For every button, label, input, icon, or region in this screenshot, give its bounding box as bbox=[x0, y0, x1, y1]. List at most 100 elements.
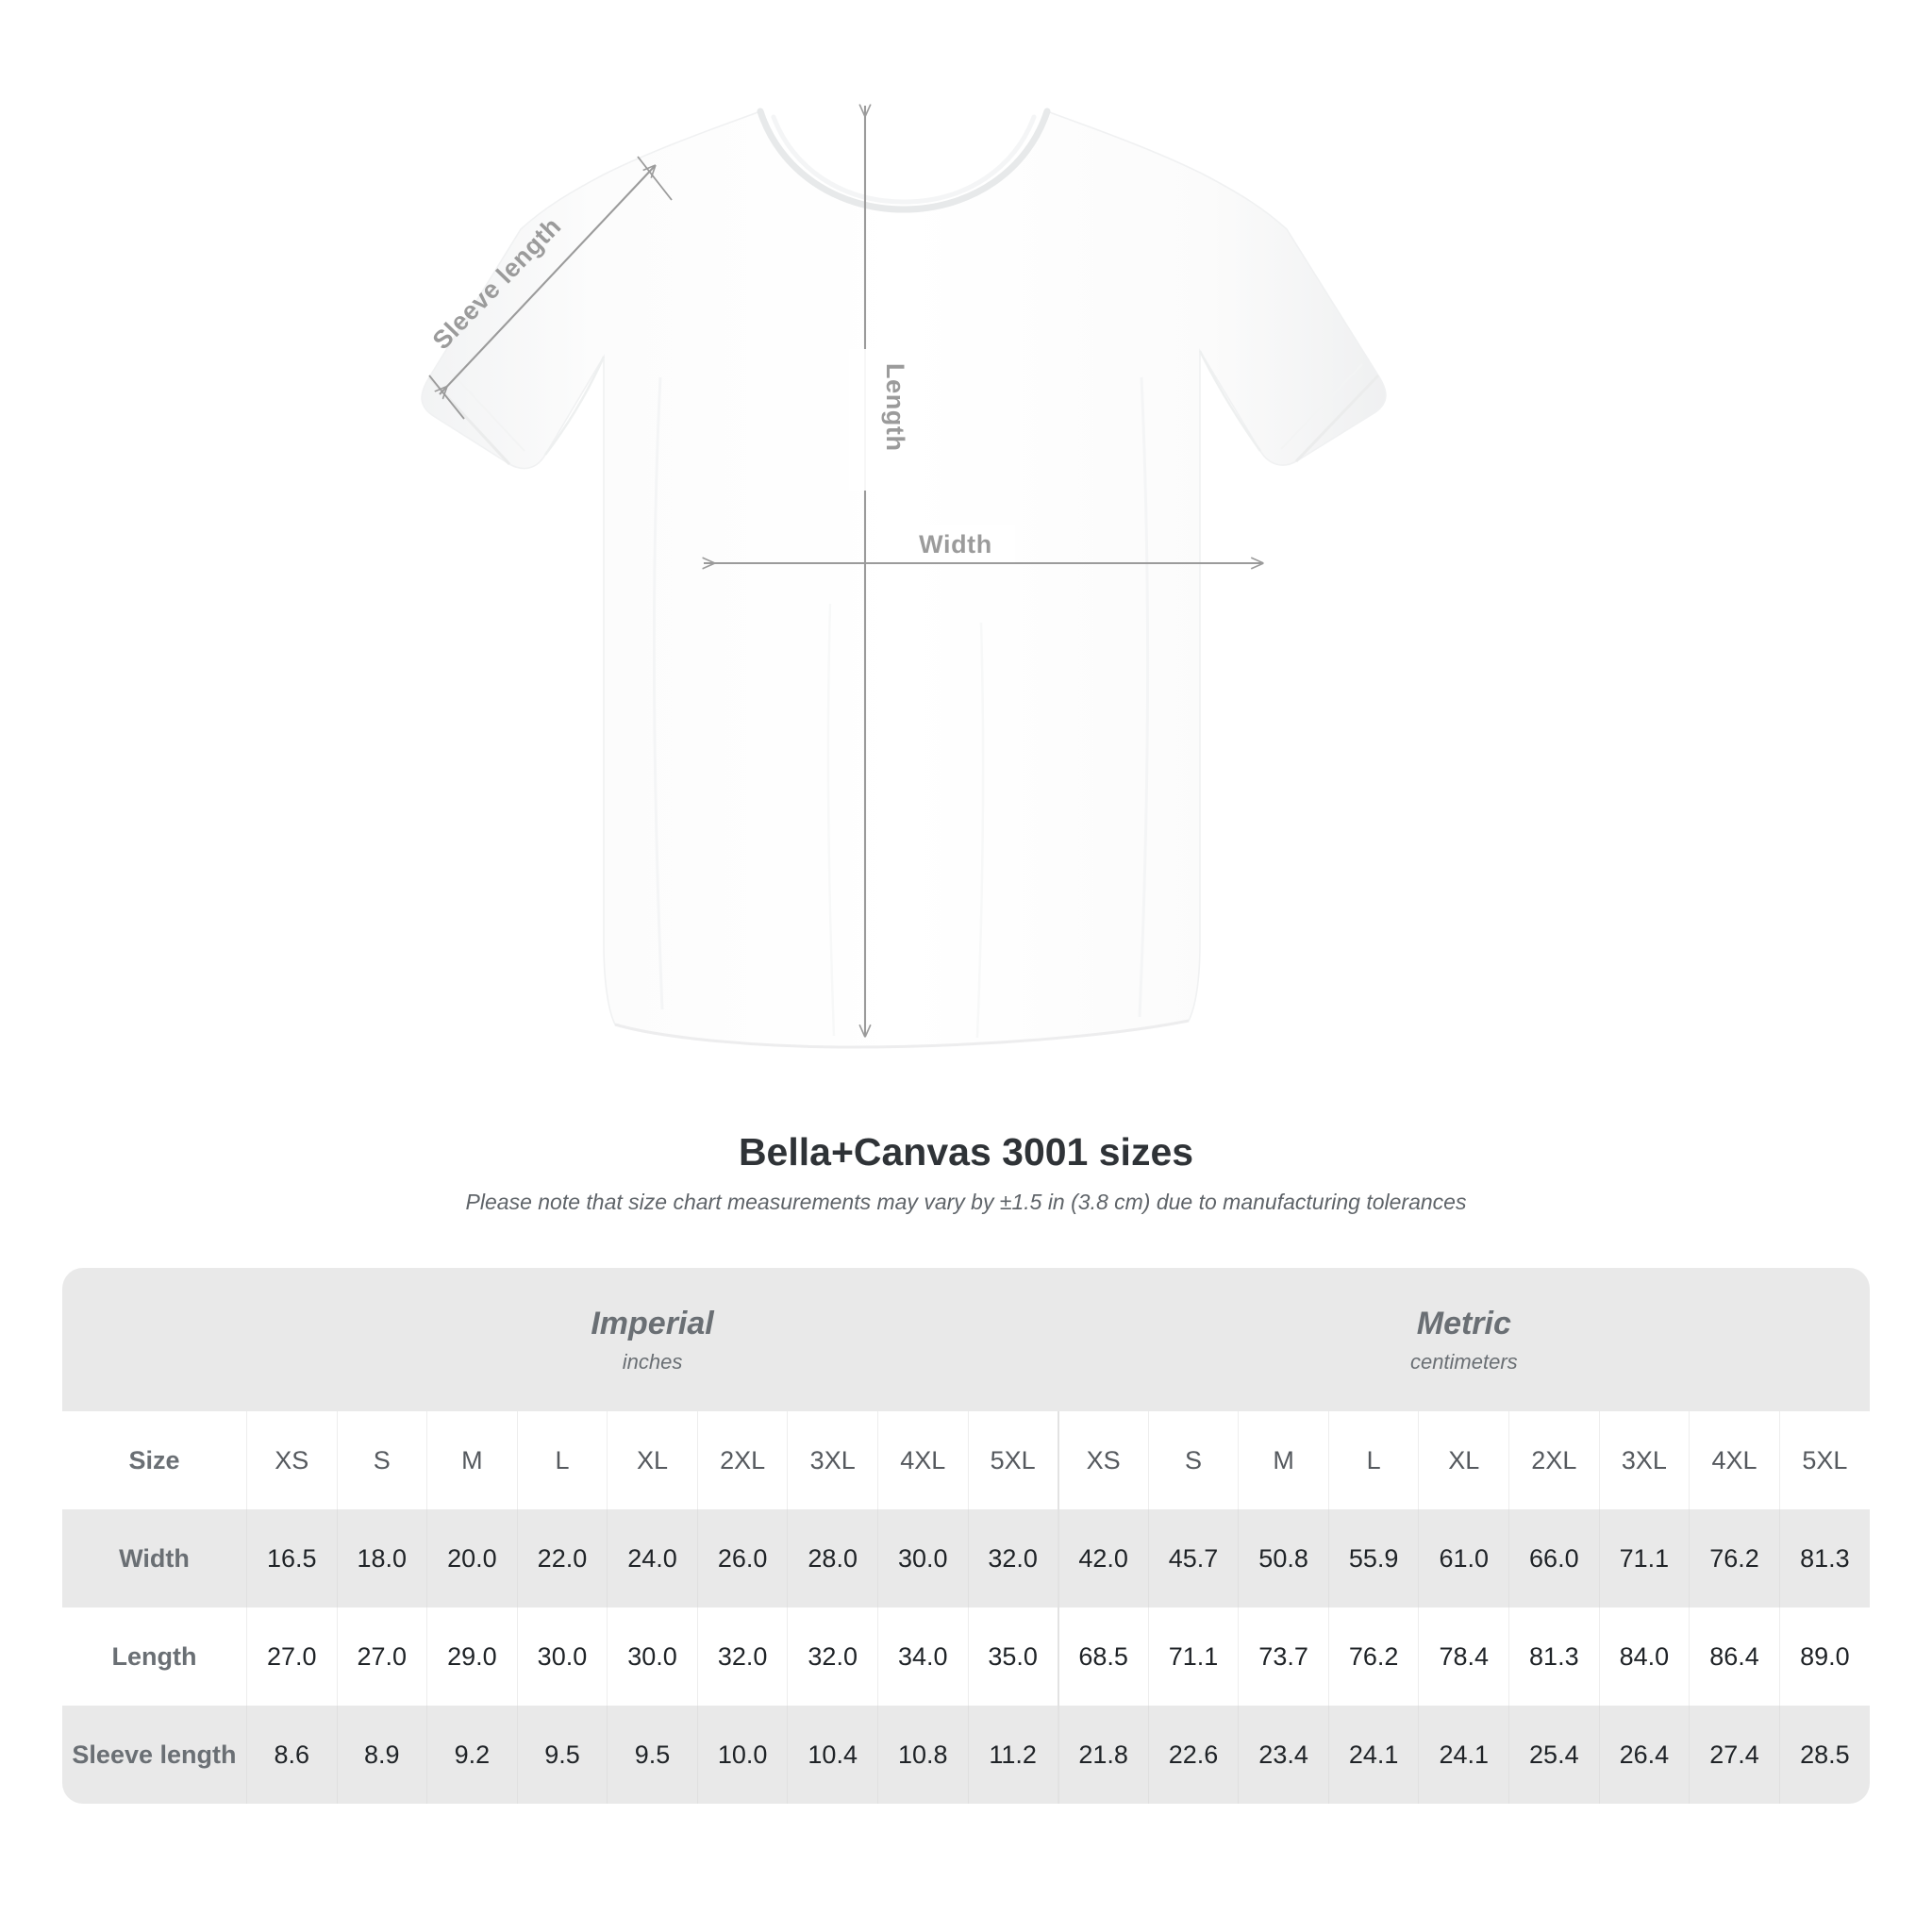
cell-sleeve-length-metric-4xl: 27.4 bbox=[1689, 1706, 1780, 1804]
tolerance-note: Please note that size chart measurements… bbox=[465, 1190, 1467, 1215]
cell-length-imperial-m: 29.0 bbox=[426, 1607, 518, 1706]
cell-width-metric-l: 55.9 bbox=[1328, 1509, 1420, 1607]
unit-header-spacer bbox=[62, 1268, 247, 1411]
cell-width-metric-xs: 42.0 bbox=[1058, 1509, 1149, 1607]
cell-sleeve-length-imperial-l: 9.5 bbox=[517, 1706, 608, 1804]
size-col-header-imperial-m: M bbox=[426, 1411, 518, 1509]
length-dimension: Length bbox=[849, 106, 909, 1036]
cell-width-imperial-xl: 24.0 bbox=[607, 1509, 698, 1607]
cell-sleeve-length-imperial-xl: 9.5 bbox=[607, 1706, 698, 1804]
unit-header-row: Imperial inches Metric centimeters bbox=[62, 1268, 1870, 1411]
size-col-header-metric-s: S bbox=[1148, 1411, 1240, 1509]
cell-width-imperial-s: 18.0 bbox=[337, 1509, 428, 1607]
cell-width-metric-m: 50.8 bbox=[1238, 1509, 1329, 1607]
cell-width-metric-3xl: 71.1 bbox=[1599, 1509, 1690, 1607]
unit-subtitle: centimeters bbox=[1409, 1350, 1518, 1374]
cell-sleeve-length-metric-xl: 24.1 bbox=[1418, 1706, 1510, 1804]
page-title: Bella+Canvas 3001 sizes bbox=[738, 1130, 1194, 1174]
row-label-width: Width bbox=[62, 1509, 247, 1607]
cell-length-metric-4xl: 86.4 bbox=[1689, 1607, 1780, 1706]
size-col-header-imperial-xl: XL bbox=[607, 1411, 698, 1509]
cell-sleeve-length-metric-xs: 21.8 bbox=[1058, 1706, 1149, 1804]
table-row: Width 16.5 18.0 20.0 22.0 24.0 26.0 28.0 30.0 32.… bbox=[62, 1509, 1870, 1607]
cell-sleeve-length-imperial-m: 9.2 bbox=[426, 1706, 518, 1804]
unit-subtitle: inches bbox=[622, 1350, 683, 1374]
tshirt-garment bbox=[421, 108, 1387, 1049]
size-col-header-imperial-l: L bbox=[517, 1411, 608, 1509]
cell-sleeve-length-metric-l: 24.1 bbox=[1328, 1706, 1420, 1804]
tshirt-measurement-diagram: Length Width Sleeve length bbox=[421, 0, 1387, 1049]
size-col-header-metric-xl: XL bbox=[1418, 1411, 1510, 1509]
cell-sleeve-length-imperial-3xl: 10.4 bbox=[787, 1706, 878, 1804]
row-label-sleeve-length: Sleeve length bbox=[62, 1706, 247, 1804]
cell-sleeve-length-imperial-xs: 8.6 bbox=[246, 1706, 338, 1804]
cell-sleeve-length-metric-m: 23.4 bbox=[1238, 1706, 1329, 1804]
unit-header-metric: Metric centimeters bbox=[1058, 1268, 1870, 1411]
cell-sleeve-length-metric-s: 22.6 bbox=[1148, 1706, 1240, 1804]
cell-length-metric-5xl: 89.0 bbox=[1779, 1607, 1870, 1706]
cell-width-metric-5xl: 81.3 bbox=[1779, 1509, 1870, 1607]
cell-sleeve-length-imperial-s: 8.9 bbox=[337, 1706, 428, 1804]
cell-length-metric-xl: 78.4 bbox=[1418, 1607, 1510, 1706]
length-label: Length bbox=[881, 363, 909, 452]
cell-length-metric-s: 71.1 bbox=[1148, 1607, 1240, 1706]
cell-width-metric-2xl: 66.0 bbox=[1508, 1509, 1600, 1607]
cell-width-metric-4xl: 76.2 bbox=[1689, 1509, 1780, 1607]
cell-width-metric-xl: 61.0 bbox=[1418, 1509, 1510, 1607]
size-col-header-metric-2xl: 2XL bbox=[1508, 1411, 1600, 1509]
cell-length-metric-m: 73.7 bbox=[1238, 1607, 1329, 1706]
cell-width-metric-s: 45.7 bbox=[1148, 1509, 1240, 1607]
cell-length-metric-xs: 68.5 bbox=[1058, 1607, 1149, 1706]
cell-sleeve-length-imperial-5xl: 11.2 bbox=[968, 1706, 1059, 1804]
width-dimension: Width bbox=[704, 525, 1262, 563]
cell-length-imperial-2xl: 32.0 bbox=[697, 1607, 789, 1706]
cell-length-metric-3xl: 84.0 bbox=[1599, 1607, 1690, 1706]
cell-length-imperial-xl: 30.0 bbox=[607, 1607, 698, 1706]
unit-name: Metric bbox=[1416, 1305, 1511, 1341]
cell-sleeve-length-imperial-4xl: 10.8 bbox=[877, 1706, 969, 1804]
cell-sleeve-length-metric-5xl: 28.5 bbox=[1779, 1706, 1870, 1804]
size-col-header-metric-3xl: 3XL bbox=[1599, 1411, 1690, 1509]
size-col-header-imperial-2xl: 2XL bbox=[697, 1411, 789, 1509]
cell-length-metric-l: 76.2 bbox=[1328, 1607, 1420, 1706]
size-col-header-metric-l: L bbox=[1328, 1411, 1420, 1509]
size-col-header-metric-5xl: 5XL bbox=[1779, 1411, 1870, 1509]
cell-width-imperial-l: 22.0 bbox=[517, 1509, 608, 1607]
size-col-header-metric-4xl: 4XL bbox=[1689, 1411, 1780, 1509]
size-table: Imperial inches Metric centimeters Size XS S M L… bbox=[62, 1268, 1870, 1804]
size-header-label: Size bbox=[62, 1411, 247, 1509]
row-label-length: Length bbox=[62, 1607, 247, 1706]
cell-length-metric-2xl: 81.3 bbox=[1508, 1607, 1600, 1706]
cell-length-imperial-l: 30.0 bbox=[517, 1607, 608, 1706]
size-col-header-metric-xs: XS bbox=[1058, 1411, 1149, 1509]
size-col-header-imperial-4xl: 4XL bbox=[877, 1411, 969, 1509]
cell-sleeve-length-metric-2xl: 25.4 bbox=[1508, 1706, 1600, 1804]
chart-heading: Bella+Canvas 3001 sizes Please note that… bbox=[0, 1130, 1932, 1215]
cell-width-imperial-xs: 16.5 bbox=[246, 1509, 338, 1607]
size-col-header-imperial-xs: XS bbox=[246, 1411, 338, 1509]
unit-name: Imperial bbox=[591, 1305, 714, 1341]
cell-length-imperial-4xl: 34.0 bbox=[877, 1607, 969, 1706]
cell-length-imperial-xs: 27.0 bbox=[246, 1607, 338, 1706]
cell-width-imperial-3xl: 28.0 bbox=[787, 1509, 878, 1607]
table-row: Length 27.0 27.0 29.0 30.0 30.0 32.0 32.0 34.0 35… bbox=[62, 1607, 1870, 1706]
unit-header-imperial: Imperial inches bbox=[246, 1268, 1058, 1411]
cell-width-imperial-4xl: 30.0 bbox=[877, 1509, 969, 1607]
cell-length-imperial-5xl: 35.0 bbox=[968, 1607, 1059, 1706]
size-col-header-imperial-5xl: 5XL bbox=[968, 1411, 1059, 1509]
size-table-wrapper: Imperial inches Metric centimeters Size XS S M L… bbox=[62, 1268, 1870, 1804]
cell-length-imperial-s: 27.0 bbox=[337, 1607, 428, 1706]
size-col-header-imperial-3xl: 3XL bbox=[787, 1411, 878, 1509]
cell-width-imperial-m: 20.0 bbox=[426, 1509, 518, 1607]
cell-sleeve-length-metric-3xl: 26.4 bbox=[1599, 1706, 1690, 1804]
cell-length-imperial-3xl: 32.0 bbox=[787, 1607, 878, 1706]
size-header-row: Size XS S M L XL 2XL 3XL 4XL 5XL XS S M L XL 2XL 3XL 4XL 5… bbox=[62, 1411, 1870, 1509]
size-col-header-imperial-s: S bbox=[337, 1411, 428, 1509]
cell-sleeve-length-imperial-2xl: 10.0 bbox=[697, 1706, 789, 1804]
cell-width-imperial-5xl: 32.0 bbox=[968, 1509, 1059, 1607]
table-row: Sleeve length 8.6 8.9 9.2 9.5 9.5 10.0 10.4 10.8… bbox=[62, 1706, 1870, 1804]
width-label: Width bbox=[919, 530, 992, 558]
cell-width-imperial-2xl: 26.0 bbox=[697, 1509, 789, 1607]
size-col-header-metric-m: M bbox=[1238, 1411, 1329, 1509]
